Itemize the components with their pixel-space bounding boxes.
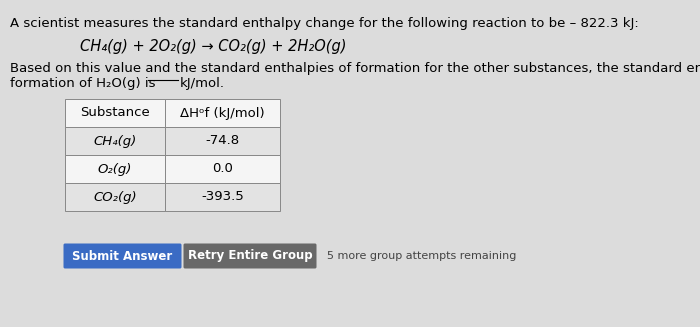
Text: 0.0: 0.0	[212, 163, 233, 176]
Text: ΔHᵒf (kJ/mol): ΔHᵒf (kJ/mol)	[180, 107, 265, 119]
Text: -74.8: -74.8	[205, 134, 239, 147]
Text: CH₄(g) + 2O₂(g) → CO₂(g) + 2H₂O(g): CH₄(g) + 2O₂(g) → CO₂(g) + 2H₂O(g)	[80, 39, 346, 54]
Bar	[165, 127, 280, 155]
Text: kJ/mol.: kJ/mol.	[180, 77, 225, 90]
Text: CO₂(g): CO₂(g)	[93, 191, 136, 203]
Bar	[65, 127, 165, 155]
Text: O₂(g): O₂(g)	[98, 163, 132, 176]
Bar	[65, 155, 165, 183]
Bar	[165, 183, 280, 211]
FancyBboxPatch shape	[183, 244, 316, 268]
Text: A scientist measures the standard enthalpy change for the following reaction to : A scientist measures the standard enthal…	[10, 17, 638, 30]
Text: Retry Entire Group: Retry Entire Group	[188, 250, 312, 263]
Text: CH₄(g): CH₄(g)	[93, 134, 136, 147]
Bar	[165, 99, 280, 127]
Bar	[165, 155, 280, 183]
Text: Submit Answer: Submit Answer	[72, 250, 173, 263]
Bar	[65, 183, 165, 211]
Text: formation of H₂O(g) is: formation of H₂O(g) is	[10, 77, 155, 90]
Text: Based on this value and the standard enthalpies of formation for the other subst: Based on this value and the standard ent…	[10, 62, 700, 75]
Text: Substance: Substance	[80, 107, 150, 119]
Text: -393.5: -393.5	[201, 191, 244, 203]
Text: 5 more group attempts remaining: 5 more group attempts remaining	[327, 251, 517, 261]
FancyBboxPatch shape	[64, 244, 181, 268]
Bar	[65, 99, 165, 127]
